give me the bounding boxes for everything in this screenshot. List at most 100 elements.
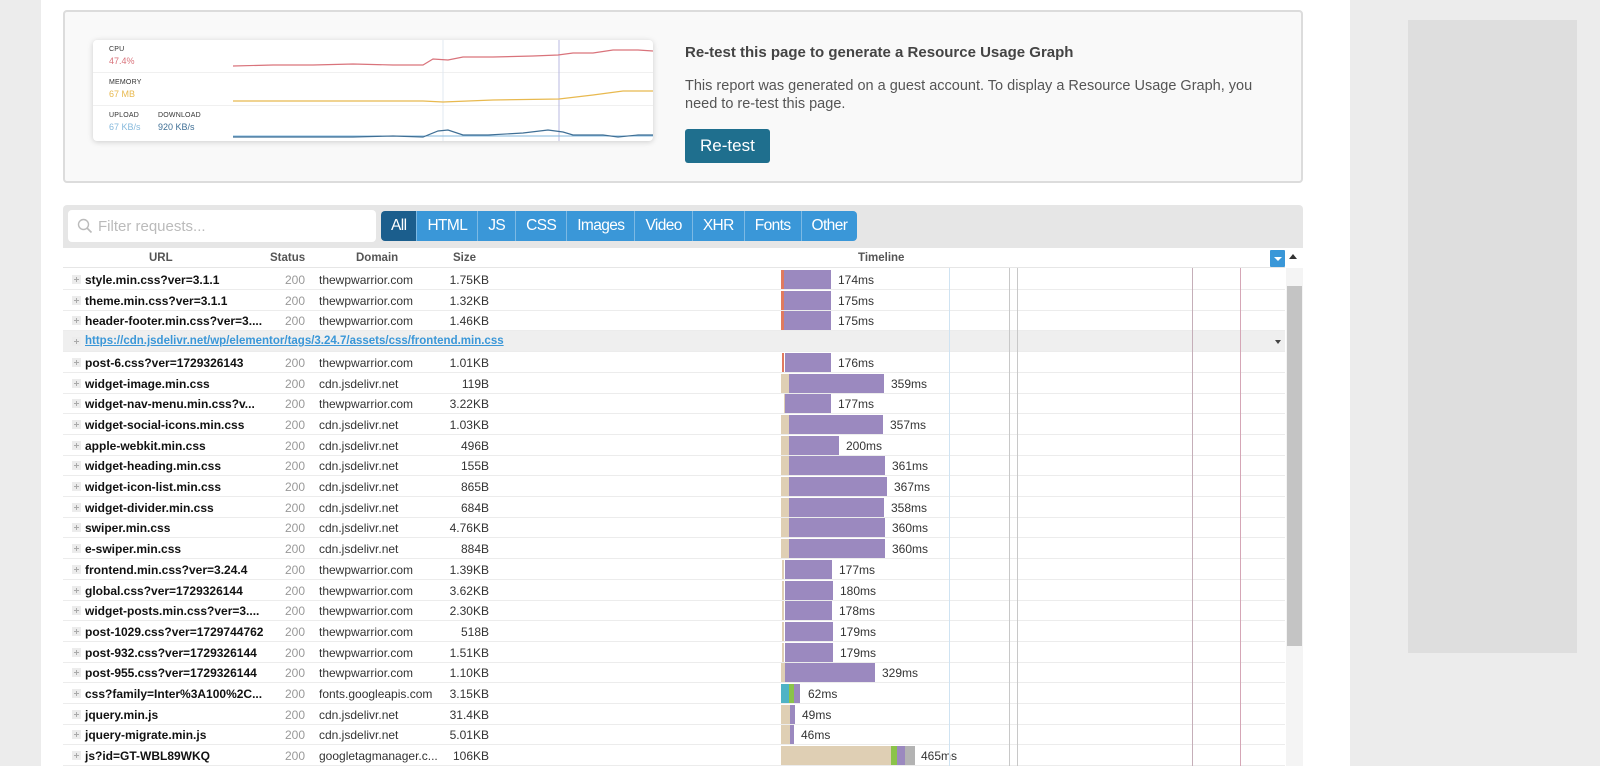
- timeline-bar: [789, 497, 884, 517]
- timeline-wait-bar: [781, 456, 789, 476]
- table-row[interactable]: post-6.css?ver=1729326143 200 thewpwarrior…: [63, 352, 1285, 373]
- timeline-wait-bar: [781, 663, 785, 683]
- expand-icon[interactable]: [72, 482, 81, 491]
- table-row[interactable]: post-932.css?ver=1729326144 200 thewpwarri…: [63, 642, 1285, 663]
- expand-icon[interactable]: [72, 647, 81, 657]
- timeline-wait-bar: [782, 352, 784, 372]
- table-row[interactable]: widget-posts.min.css?ver=3.... 200 thewpwa…: [63, 600, 1285, 622]
- tab-html[interactable]: HTML: [417, 211, 479, 241]
- expand-icon[interactable]: [72, 668, 81, 678]
- table-header: URL Status Domain Size Timeline: [63, 248, 1285, 268]
- expand-icon[interactable]: [72, 544, 81, 554]
- search-icon: [77, 218, 93, 234]
- table-row[interactable]: jquery.min.js 200 cdn.jsdelivr.net 31.4KB 49…: [63, 704, 1285, 725]
- table-row[interactable]: swiper.min.css 200 cdn.jsdelivr.net 4.76KB 3…: [63, 517, 1285, 539]
- table-row[interactable]: widget-icon-list.min.css 200 cdn.jsdelivr.…: [63, 476, 1285, 497]
- table-row[interactable]: post-1029.css?ver=1729744762 200 thewpwarr…: [63, 621, 1285, 642]
- table-group-row[interactable]: https://cdn.jsdelivr.net/wp/elementor/ta…: [63, 331, 1285, 353]
- timeline-connect-bar: [891, 746, 897, 766]
- expand-icon[interactable]: [72, 399, 81, 409]
- table-row[interactable]: widget-nav-menu.min.css?v... 200 thewpwarr…: [63, 393, 1285, 415]
- column-header-timeline[interactable]: Timeline: [858, 252, 905, 264]
- table-row[interactable]: widget-heading.min.css 200 cdn.jsdelivr.ne…: [63, 455, 1285, 477]
- expand-icon[interactable]: [72, 689, 81, 698]
- table-row[interactable]: frontend.min.css?ver=3.24.4 200 thewpwarri…: [63, 559, 1285, 580]
- cpu-row: CPU 47.4%: [93, 40, 653, 73]
- tab-all[interactable]: All: [381, 211, 418, 241]
- table-row[interactable]: widget-image.min.css 200 cdn.jsdelivr.net 1…: [63, 373, 1285, 394]
- request-url: apple-webkit.min.css: [85, 438, 206, 453]
- column-header-status[interactable]: Status: [270, 252, 306, 264]
- expand-icon[interactable]: [72, 357, 81, 367]
- expand-icon[interactable]: [72, 606, 81, 616]
- request-url: e-swiper.min.css: [85, 542, 182, 557]
- tab-js[interactable]: JS: [478, 211, 517, 241]
- expand-icon[interactable]: [72, 709, 81, 719]
- upload-label: UPLOAD: [109, 112, 139, 119]
- table-row[interactable]: theme.min.css?ver=3.1.1 200 thewpwarrior.c…: [63, 290, 1285, 311]
- table-row[interactable]: css?family=Inter%3A100%2C... 200 fonts.goo…: [63, 683, 1285, 704]
- request-url: global.css?ver=1729326144: [85, 583, 243, 598]
- tab-other[interactable]: Other: [801, 211, 858, 241]
- request-domain: cdn.jsdelivr.net: [319, 728, 399, 743]
- timeline-wait-bar: [781, 311, 784, 331]
- table-row[interactable]: apple-webkit.min.css 200 cdn.jsdelivr.net 4…: [63, 435, 1285, 456]
- request-url: widget-posts.min.css?ver=3....: [85, 604, 260, 619]
- scroll-up-arrow[interactable]: [1289, 254, 1297, 259]
- tab-css[interactable]: CSS: [516, 211, 568, 241]
- timeline-bar: [785, 642, 833, 662]
- expand-icon[interactable]: [72, 316, 81, 326]
- expand-icon[interactable]: [72, 419, 81, 429]
- expand-icon[interactable]: [72, 275, 81, 284]
- table-row[interactable]: jquery-migrate.min.js 200 cdn.jsdelivr.net…: [63, 724, 1285, 746]
- table-row[interactable]: post-955.css?ver=1729326144 200 thewpwarri…: [63, 662, 1285, 684]
- expand-icon[interactable]: [72, 626, 81, 636]
- request-size: 1.01KB: [449, 355, 489, 370]
- tab-images[interactable]: Images: [567, 211, 636, 241]
- expand-icon[interactable]: [72, 523, 81, 533]
- timeline-bar: [785, 559, 832, 579]
- expand-icon[interactable]: [72, 585, 81, 595]
- tab-fonts[interactable]: Fonts: [744, 211, 802, 241]
- expand-icon[interactable]: [72, 440, 81, 450]
- expand-icon[interactable]: [72, 564, 81, 574]
- column-header-size[interactable]: Size: [453, 252, 477, 264]
- filter-requests-input[interactable]: [98, 210, 368, 242]
- download-value: 920 KB/s: [158, 122, 195, 132]
- timeline-bar: [785, 621, 833, 641]
- tab-video[interactable]: Video: [635, 211, 693, 241]
- table-row[interactable]: widget-social-icons.min.css 200 cdn.jsdeli…: [63, 414, 1285, 435]
- expand-icon[interactable]: [72, 461, 81, 471]
- expand-icon[interactable]: [72, 730, 81, 740]
- request-domain: thewpwarrior.com: [319, 293, 414, 308]
- collapse-caret-icon[interactable]: [1275, 340, 1281, 345]
- expand-icon[interactable]: [72, 337, 81, 347]
- cpu-value: 47.4%: [109, 56, 135, 66]
- expand-icon[interactable]: [72, 295, 81, 305]
- request-domain: cdn.jsdelivr.net: [319, 376, 399, 391]
- table-row[interactable]: style.min.css?ver=3.1.1 200 thewpwarrior.c…: [63, 269, 1285, 290]
- expand-icon[interactable]: [72, 378, 81, 388]
- timeline-duration: 358ms: [891, 500, 928, 515]
- group-url-link[interactable]: https://cdn.jsdelivr.net/wp/elementor/ta…: [85, 335, 504, 348]
- tab-xhr[interactable]: XHR: [692, 211, 745, 241]
- table-row[interactable]: widget-divider.min.css 200 cdn.jsdelivr.ne…: [63, 497, 1285, 518]
- table-row[interactable]: e-swiper.min.css 200 cdn.jsdelivr.net 884B 3…: [63, 538, 1285, 560]
- table-row[interactable]: global.css?ver=1729326144 200 thewpwarrior…: [63, 580, 1285, 601]
- expand-icon[interactable]: [72, 502, 81, 512]
- request-status: 200: [285, 500, 306, 515]
- table-row[interactable]: header-footer.min.css?ver=3.... 200 thewpw…: [63, 310, 1285, 332]
- memory-value: 67 MB: [109, 89, 136, 99]
- timeline-menu-button[interactable]: [1270, 250, 1285, 267]
- table-row[interactable]: js?id=GT-WBL89WKQ 200 googletagmanager.c..…: [63, 745, 1285, 766]
- marker-line-dom-loaded: [1009, 268, 1010, 766]
- retest-button[interactable]: Re-test: [685, 129, 770, 163]
- column-header-url[interactable]: URL: [149, 252, 173, 264]
- column-header-domain[interactable]: Domain: [356, 252, 399, 264]
- expand-icon[interactable]: [72, 751, 81, 761]
- timeline-duration: 176ms: [838, 355, 875, 370]
- scrollbar-thumb[interactable]: [1287, 286, 1302, 646]
- timeline-duration: 175ms: [838, 293, 875, 308]
- request-domain: googletagmanager.c...: [319, 749, 438, 764]
- request-domain: cdn.jsdelivr.net: [319, 521, 399, 536]
